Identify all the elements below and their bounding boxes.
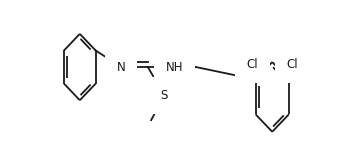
Text: NH: NH — [165, 61, 183, 74]
Text: Cl: Cl — [247, 58, 258, 71]
Text: S: S — [161, 89, 168, 102]
Text: N: N — [117, 61, 126, 74]
Text: Cl: Cl — [286, 58, 298, 71]
